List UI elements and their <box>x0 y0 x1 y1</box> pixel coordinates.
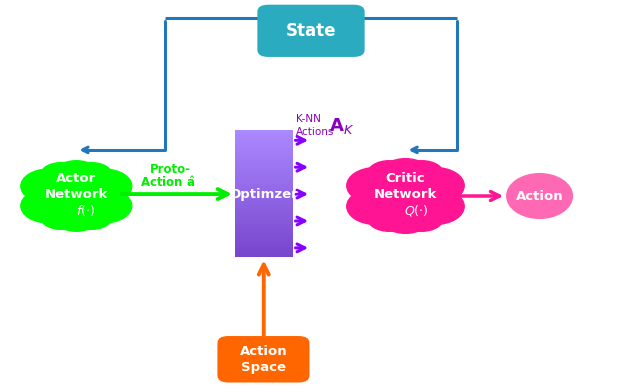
Bar <box>234 130 293 133</box>
Bar <box>234 209 293 212</box>
Bar <box>234 232 293 235</box>
Circle shape <box>78 189 132 223</box>
Bar <box>234 153 293 156</box>
Bar <box>234 234 293 237</box>
Circle shape <box>52 201 100 231</box>
FancyBboxPatch shape <box>218 336 310 383</box>
Text: Optimzer: Optimzer <box>230 188 298 201</box>
Bar <box>234 151 293 154</box>
Bar <box>234 237 293 240</box>
Circle shape <box>407 189 464 224</box>
Bar <box>234 194 293 197</box>
Ellipse shape <box>506 173 573 219</box>
Bar <box>234 229 293 232</box>
Circle shape <box>21 169 75 203</box>
Bar <box>234 206 293 209</box>
Circle shape <box>71 203 113 229</box>
Bar <box>234 211 293 214</box>
Circle shape <box>380 159 430 191</box>
Bar <box>234 240 293 242</box>
Bar <box>234 166 293 169</box>
Circle shape <box>367 161 411 189</box>
Bar <box>234 158 293 161</box>
Circle shape <box>40 203 81 229</box>
Bar <box>234 163 293 166</box>
Text: $f(\cdot)$: $f(\cdot)$ <box>76 203 95 218</box>
Bar <box>234 140 293 143</box>
Bar <box>234 224 293 227</box>
Bar <box>234 244 293 247</box>
Bar <box>234 252 293 255</box>
Text: Action $\mathbf{\hat{a}}$: Action $\mathbf{\hat{a}}$ <box>140 175 195 190</box>
Circle shape <box>71 163 113 189</box>
Bar <box>234 219 293 222</box>
Bar <box>234 145 293 149</box>
Circle shape <box>400 203 444 231</box>
Circle shape <box>400 161 444 189</box>
Bar <box>234 247 293 250</box>
Text: $\mathbf{A}_{K}$: $\mathbf{A}_{K}$ <box>329 116 355 136</box>
Bar <box>234 227 293 230</box>
Bar <box>234 176 293 179</box>
Text: Actions: Actions <box>295 127 334 137</box>
Text: Proto-: Proto- <box>150 163 191 176</box>
Bar <box>234 196 293 199</box>
Bar <box>234 204 293 207</box>
Circle shape <box>347 189 404 224</box>
Bar <box>234 171 293 174</box>
Bar <box>234 148 293 151</box>
Bar <box>234 191 293 194</box>
Circle shape <box>40 163 81 189</box>
Bar <box>234 254 293 258</box>
Bar <box>234 168 293 171</box>
Bar <box>234 201 293 204</box>
Circle shape <box>21 189 75 223</box>
Bar <box>234 133 293 136</box>
Circle shape <box>380 201 430 233</box>
Bar <box>234 135 293 138</box>
Circle shape <box>78 169 132 203</box>
FancyBboxPatch shape <box>258 5 364 57</box>
Text: State: State <box>285 22 337 40</box>
Bar <box>234 161 293 163</box>
Bar <box>234 186 293 189</box>
Text: K-NN: K-NN <box>295 114 320 124</box>
Text: Action: Action <box>516 189 564 203</box>
Bar <box>234 199 293 202</box>
Bar <box>234 214 293 217</box>
Bar <box>234 216 293 220</box>
Text: Actor
Network: Actor Network <box>45 172 108 201</box>
Circle shape <box>364 170 447 222</box>
Circle shape <box>407 168 464 203</box>
Bar <box>234 183 293 187</box>
Circle shape <box>367 203 411 231</box>
Bar <box>234 242 293 245</box>
Bar <box>234 249 293 252</box>
Bar <box>234 143 293 146</box>
Circle shape <box>52 161 100 191</box>
Bar <box>234 178 293 181</box>
Bar <box>234 181 293 184</box>
Circle shape <box>347 168 404 203</box>
Bar <box>234 156 293 159</box>
Text: Action
Space: Action Space <box>239 345 287 374</box>
Bar <box>234 189 293 192</box>
Bar <box>234 138 293 141</box>
Bar <box>234 173 293 176</box>
Text: Critic
Network: Critic Network <box>374 172 437 201</box>
Text: $Q(\cdot)$: $Q(\cdot)$ <box>404 203 429 218</box>
Circle shape <box>37 172 115 220</box>
Bar <box>234 221 293 225</box>
